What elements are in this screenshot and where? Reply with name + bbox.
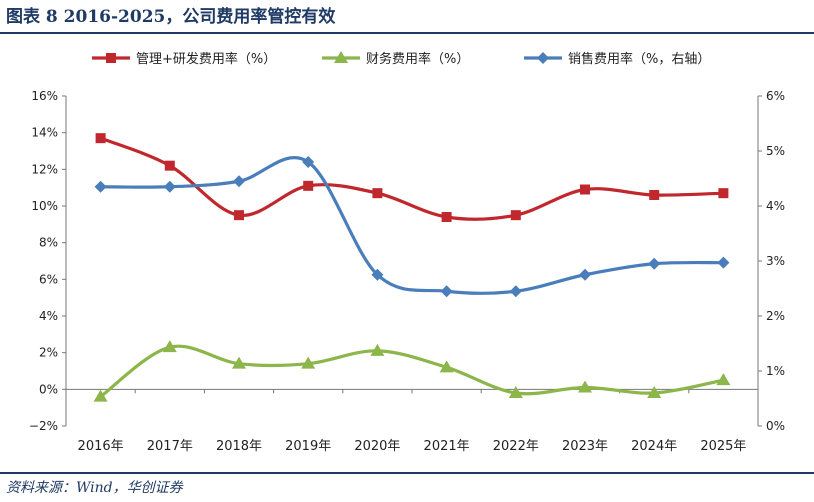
y-left-tick-label: 14% bbox=[31, 126, 58, 140]
legend-label: 销售费用率（%，右轴） bbox=[568, 51, 710, 67]
y-left-tick-label: 0% bbox=[39, 382, 58, 396]
data-point-diamond bbox=[579, 268, 591, 281]
chart-legend: 管理+研发费用率（%） 财务费用率（%） 销售费用率（%，右轴） bbox=[92, 51, 710, 67]
chart-series bbox=[93, 133, 731, 402]
data-point-triangle bbox=[647, 386, 662, 398]
data-point-triangle bbox=[508, 386, 523, 398]
y-right-tick-label: 3% bbox=[766, 254, 785, 268]
legend-item: 财务费用率（%） bbox=[322, 51, 469, 67]
data-point-triangle bbox=[439, 360, 454, 373]
data-point-diamond bbox=[371, 268, 384, 281]
legend-item: 销售费用率（%，右轴） bbox=[524, 51, 710, 67]
legend-label: 管理+研发费用率（%） bbox=[136, 51, 276, 67]
data-point-square bbox=[372, 188, 383, 199]
data-point-square bbox=[164, 160, 175, 171]
series-line bbox=[99, 136, 725, 221]
y-left-tick-label: 12% bbox=[31, 162, 58, 176]
y-left-tick-label: 10% bbox=[31, 199, 58, 213]
data-point-diamond bbox=[537, 52, 549, 64]
data-point-triangle bbox=[93, 389, 108, 402]
data-point-triangle bbox=[370, 343, 385, 356]
data-point-diamond bbox=[717, 256, 730, 269]
data-point-diamond bbox=[648, 257, 661, 270]
chart-axes: −2% 0% 2% 4% 6% 8% 10% 12% 14% 16% 0% 1% 2% 3% 4% 5% 6% 2… bbox=[29, 89, 785, 454]
data-point-diamond bbox=[440, 285, 453, 298]
x-tick-label: 2022年 bbox=[493, 439, 539, 454]
data-point-triangle bbox=[232, 356, 246, 369]
data-point-square bbox=[234, 210, 244, 221]
data-point-square bbox=[718, 188, 729, 199]
series-line bbox=[99, 156, 725, 295]
data-point-square bbox=[649, 190, 660, 200]
y-right-tick-label: 0% bbox=[766, 419, 785, 433]
data-point-square bbox=[580, 184, 590, 195]
y-right-tick-label: 4% bbox=[766, 199, 785, 213]
figure-header: 图表 8 2016-2025，公司费用率管控有效 bbox=[0, 0, 814, 30]
x-tick-label: 2021年 bbox=[424, 439, 470, 454]
series-3 bbox=[94, 156, 730, 298]
data-point-triangle bbox=[578, 380, 592, 393]
series-2 bbox=[93, 340, 731, 402]
y-left-tick-label: 8% bbox=[39, 236, 58, 250]
x-tick-label: 2020年 bbox=[354, 439, 400, 454]
y-left-tick-label: −2% bbox=[29, 419, 58, 433]
x-tick-label: 2016年 bbox=[78, 439, 124, 454]
legend-item: 管理+研发费用率（%） bbox=[92, 51, 276, 67]
data-point-square bbox=[303, 180, 314, 191]
data-point-diamond bbox=[509, 285, 522, 298]
series-1 bbox=[95, 133, 729, 222]
data-point-diamond bbox=[302, 156, 315, 168]
y-left-tick-label: 16% bbox=[31, 89, 58, 103]
data-point-diamond bbox=[94, 180, 107, 193]
title-divider bbox=[0, 32, 814, 34]
source-divider bbox=[0, 472, 814, 474]
chart-area: 管理+研发费用率（%） 财务费用率（%） 销售费用率（%，右轴） −2% 0% 2% 4%… bbox=[0, 36, 814, 468]
y-left-tick-label: 4% bbox=[39, 309, 58, 323]
legend-label: 财务费用率（%） bbox=[366, 51, 469, 67]
x-tick-label: 2018年 bbox=[216, 439, 262, 454]
x-tick-label: 2024年 bbox=[631, 439, 677, 454]
expense-ratio-chart: 管理+研发费用率（%） 财务费用率（%） 销售费用率（%，右轴） −2% 0% 2% 4%… bbox=[29, 51, 785, 454]
data-point-triangle bbox=[301, 356, 316, 369]
y-left-tick-label: 6% bbox=[39, 272, 58, 286]
figure-title: 图表 8 2016-2025，公司费用率管控有效 bbox=[6, 7, 336, 27]
data-point-square bbox=[106, 53, 116, 63]
data-point-square bbox=[441, 212, 452, 222]
y-right-tick-label: 1% bbox=[766, 364, 785, 378]
y-right-tick-label: 5% bbox=[766, 144, 785, 158]
series-line bbox=[99, 344, 725, 399]
y-right-tick-label: 6% bbox=[766, 89, 785, 103]
source-note: 资料来源：Wind，华创证券 bbox=[6, 480, 183, 496]
data-point-triangle bbox=[334, 51, 348, 63]
y-left-tick-label: 2% bbox=[39, 346, 58, 360]
data-point-diamond bbox=[233, 175, 245, 188]
data-point-square bbox=[510, 210, 521, 221]
data-point-triangle bbox=[716, 373, 731, 386]
x-tick-label: 2017年 bbox=[147, 439, 193, 454]
data-point-square bbox=[95, 133, 106, 144]
y-right-tick-label: 2% bbox=[766, 309, 785, 323]
x-tick-label: 2019年 bbox=[285, 439, 331, 454]
data-point-triangle bbox=[162, 340, 177, 353]
x-tick-label: 2025年 bbox=[700, 439, 746, 454]
data-point-diamond bbox=[163, 180, 176, 193]
x-tick-label: 2023年 bbox=[562, 439, 608, 454]
